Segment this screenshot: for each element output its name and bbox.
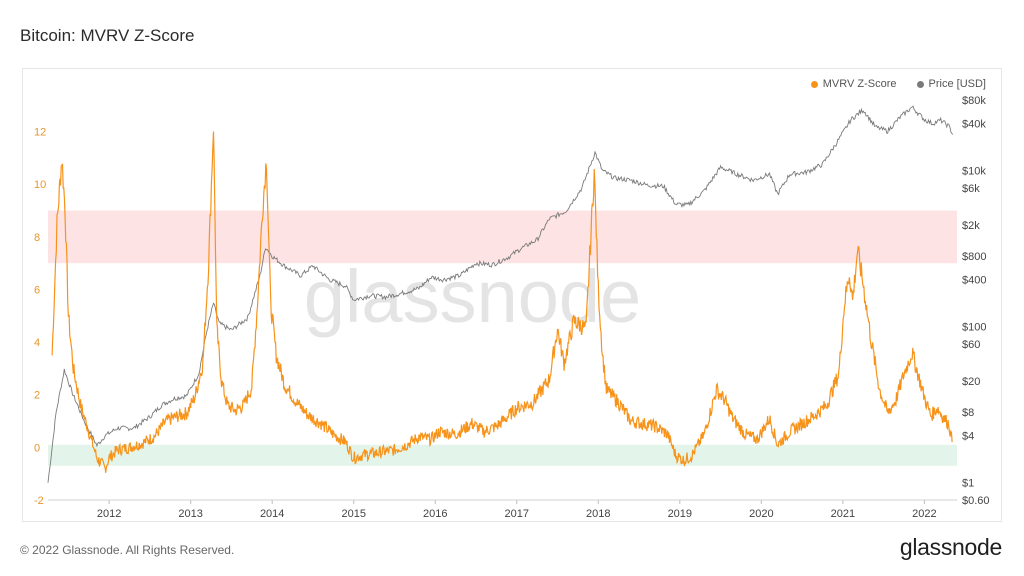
x-tick-label: 2019 — [668, 508, 692, 520]
y-right-tick-label: $4 — [962, 431, 974, 443]
y-right-tick-label: $100 — [962, 322, 986, 334]
x-tick-label: 2015 — [341, 508, 365, 520]
y-left-tick-label: 10 — [34, 179, 46, 191]
x-tick-label: 2021 — [831, 508, 855, 520]
y-left-tick-label: 0 — [34, 442, 40, 454]
y-right-tick-label: $80k — [962, 95, 986, 107]
y-left-tick-label: 6 — [34, 284, 40, 296]
page-title: Bitcoin: MVRV Z-Score — [20, 26, 195, 45]
legend-label-mvrv: MVRV Z-Score — [822, 78, 897, 90]
y-right-tick-label: $6k — [962, 183, 980, 195]
x-tick-label: 2017 — [505, 508, 529, 520]
y-right-tick-label: $40k — [962, 118, 986, 130]
chart-legend: MVRV Z-Score Price [USD] — [810, 78, 986, 90]
y-right-tick-label: $0.60 — [962, 495, 990, 507]
y-right-tick-label: $8 — [962, 407, 974, 419]
price-series-line — [47, 105, 954, 483]
x-tick-label: 2013 — [178, 508, 202, 520]
y-left-tick-label: 12 — [34, 127, 46, 139]
y-right-tick-label: $800 — [962, 251, 986, 263]
legend-item-price[interactable]: Price [USD] — [916, 78, 986, 90]
chart-frame — [22, 68, 1002, 522]
y-right-tick-label: $400 — [962, 275, 986, 287]
glassnode-logo: glassnode — [899, 534, 1002, 560]
copyright-text: © 2022 Glassnode. All Rights Reserved. — [20, 543, 235, 557]
legend-item-mvrv[interactable]: MVRV Z-Score — [810, 78, 897, 90]
watermark: glassnode — [304, 255, 641, 338]
y-right-tick-label: $60 — [962, 339, 980, 351]
mvrv-series-line — [51, 131, 953, 473]
legend-dot-mvrv — [810, 80, 818, 88]
x-tick-label: 2016 — [423, 508, 447, 520]
legend-dot-price — [916, 80, 924, 88]
y-right-tick-label: $10k — [962, 165, 986, 177]
y-left-tick-label: -2 — [34, 495, 44, 507]
y-left-tick-label: 2 — [34, 390, 40, 402]
red-zone-band — [48, 210, 957, 264]
x-tick-label: 2018 — [586, 508, 610, 520]
x-tick-label: 2022 — [912, 508, 936, 520]
y-right-tick-label: $1 — [962, 478, 974, 490]
y-right-tick-label: $2k — [962, 220, 980, 232]
x-tick-label: 2012 — [97, 508, 121, 520]
green-zone-band — [48, 444, 957, 466]
legend-label-price: Price [USD] — [928, 78, 986, 90]
x-tick-label: 2020 — [749, 508, 773, 520]
x-tick-label: 2014 — [260, 508, 284, 520]
y-right-tick-label: $20 — [962, 376, 980, 388]
y-left-tick-label: 4 — [34, 337, 40, 349]
y-left-tick-label: 8 — [34, 232, 40, 244]
